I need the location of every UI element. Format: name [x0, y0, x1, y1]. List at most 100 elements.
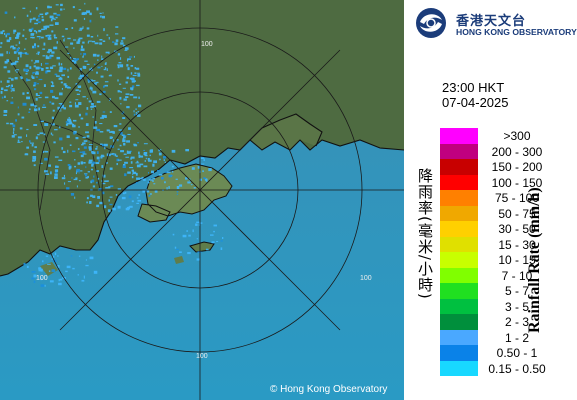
- radar-echo-cell: [70, 255, 73, 257]
- radar-echo-cell: [130, 87, 134, 90]
- legend-label: 150 - 200: [491, 160, 543, 174]
- radar-echo-cell: [126, 106, 130, 109]
- radar-echo-cell: [6, 80, 10, 83]
- radar-echo-cell: [21, 116, 25, 119]
- radar-echo-cell: [39, 91, 43, 95]
- radar-echo-cell: [105, 187, 109, 189]
- radar-echo-cell: [61, 88, 63, 90]
- legend-swatch: [440, 159, 478, 175]
- radar-echo-cell: [98, 159, 101, 162]
- radar-echo-cell: [213, 230, 215, 233]
- radar-echo-cell: [171, 175, 173, 177]
- land-mainland: [0, 0, 404, 276]
- radar-echo-cell: [84, 173, 88, 175]
- radar-echo-cell: [6, 100, 9, 102]
- radar-echo-cell: [136, 177, 140, 180]
- radar-echo-cell: [13, 134, 17, 136]
- radar-echo-cell: [113, 154, 115, 156]
- radar-echo-cell: [107, 180, 109, 182]
- radar-echo-cell: [100, 15, 102, 18]
- radar-echo-cell: [75, 99, 79, 101]
- radar-echo-cell: [84, 60, 88, 62]
- land-lantau: [138, 204, 170, 222]
- radar-echo-cell: [59, 107, 64, 109]
- radar-echo-cell: [29, 140, 31, 143]
- radar-echo-cell: [148, 172, 149, 174]
- radar-echo-layer: [0, 2, 224, 287]
- radar-echo-cell: [117, 65, 120, 69]
- radar-echo-cell: [73, 47, 75, 49]
- radar-echo-cell: [203, 158, 205, 161]
- radar-echo-cell: [96, 71, 98, 74]
- radar-echo-cell: [96, 54, 100, 57]
- radar-echo-cell: [92, 195, 96, 198]
- radar-map[interactable]: 100 100 100 100 © Hong Kong Observatory: [0, 0, 404, 400]
- radar-echo-cell: [136, 84, 140, 87]
- radar-echo-cell: [49, 101, 52, 104]
- radar-echo-cell: [129, 56, 133, 58]
- radar-echo-cell: [82, 55, 84, 57]
- radar-echo-cell: [38, 15, 40, 18]
- radar-echo-cell: [28, 29, 33, 32]
- radar-echo-cell: [65, 123, 69, 126]
- radar-echo-cell: [38, 29, 42, 33]
- legend-row: 10 - 15: [440, 252, 577, 268]
- radar-echo-cell: [95, 81, 99, 84]
- radar-echo-cell: [164, 161, 166, 163]
- radar-echo-cell: [99, 39, 103, 41]
- radar-echo-cell: [85, 112, 88, 116]
- radar-echo-cell: [135, 113, 139, 116]
- radar-echo-cell: [41, 16, 44, 18]
- radar-echo-cell: [47, 263, 51, 265]
- radar-echo-cell: [9, 37, 12, 41]
- radar-echo-cell: [78, 37, 83, 40]
- radar-echo-cell: [137, 72, 140, 74]
- radar-echo-cell: [101, 182, 106, 185]
- radar-echo-cell: [23, 262, 26, 266]
- radar-echo-cell: [21, 52, 25, 54]
- radar-echo-cell: [79, 68, 82, 71]
- radar-echo-cell: [96, 7, 99, 11]
- radar-echo-cell: [85, 176, 88, 179]
- radar-echo-cell: [88, 146, 92, 149]
- radar-echo-cell: [171, 149, 176, 153]
- legend-label: 100 - 150: [491, 175, 543, 190]
- radar-echo-cell: [76, 41, 80, 44]
- radar-echo-cell: [12, 124, 16, 128]
- radar-echo-cell: [24, 38, 27, 40]
- radar-echo-cell: [9, 122, 14, 125]
- radar-echo-cell: [164, 181, 166, 184]
- radar-echo-cell: [80, 53, 82, 55]
- radar-echo-cell: [153, 183, 156, 185]
- radar-echo-cell: [152, 177, 156, 180]
- radar-echo-cell: [67, 37, 71, 40]
- radar-echo-cell: [117, 53, 121, 56]
- radar-echo-cell: [120, 103, 122, 105]
- radar-echo-cell: [44, 123, 49, 126]
- radar-echo-cell: [11, 88, 15, 90]
- radar-echo-cell: [127, 133, 131, 135]
- radar-echo-cell: [76, 58, 79, 60]
- legend-swatch: [440, 360, 478, 376]
- radar-echo-cell: [179, 251, 182, 253]
- radar-echo-cell: [16, 71, 18, 73]
- radar-echo-cell: [19, 76, 23, 78]
- radar-echo-cell: [13, 29, 17, 33]
- radar-echo-cell: [90, 180, 93, 184]
- radar-echo-cell: [144, 155, 148, 157]
- radar-echo-cell: [108, 186, 111, 189]
- radar-echo-cell: [131, 85, 135, 88]
- radar-echo-cell: [117, 140, 119, 142]
- radar-echo-cell: [98, 188, 102, 191]
- radar-echo-cell: [115, 33, 119, 35]
- radar-echo-cell: [106, 34, 109, 36]
- radar-echo-cell: [75, 89, 79, 91]
- radar-echo-cell: [88, 100, 92, 103]
- legend-label: 10 - 15: [498, 253, 536, 267]
- radar-echo-cell: [49, 280, 54, 283]
- radar-echo-cell: [25, 64, 29, 68]
- radar-echo-cell: [8, 51, 10, 54]
- radar-echo-cell: [68, 117, 70, 119]
- legend-label: 15 - 30: [498, 237, 536, 252]
- radar-echo-cell: [92, 185, 96, 188]
